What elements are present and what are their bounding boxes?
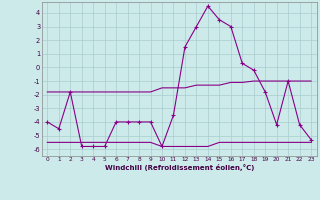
X-axis label: Windchill (Refroidissement éolien,°C): Windchill (Refroidissement éolien,°C): [105, 164, 254, 171]
